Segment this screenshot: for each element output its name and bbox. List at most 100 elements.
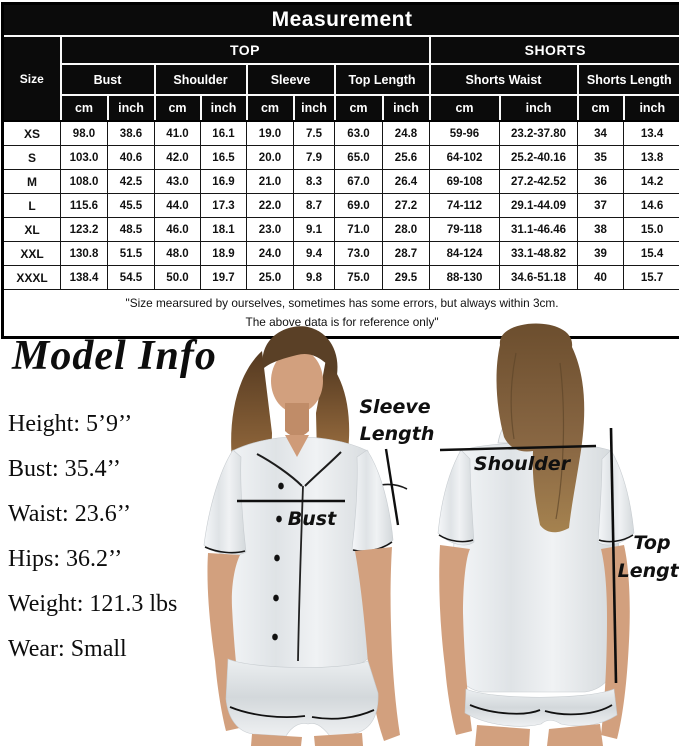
cell: 18.1 (200, 217, 247, 242)
cell: 43.0 (154, 169, 201, 194)
cell: 20.0 (246, 145, 294, 170)
cell: 19.7 (200, 265, 247, 290)
cell: 23.2-37.80 (499, 120, 578, 146)
back-shorts-piping-left (469, 704, 541, 715)
front-lapel-left-piping (256, 453, 303, 487)
front-neck-opening (285, 435, 309, 457)
model-photos: Sleeve Length Bust Shoulder Top Length (203, 323, 679, 746)
model-wear: Wear: Small (8, 636, 127, 662)
cell: 73.0 (334, 241, 383, 266)
sleeve-length-label-line2: Length (360, 423, 435, 445)
cell: 40.6 (107, 145, 155, 170)
cell: 15.4 (622, 241, 679, 266)
cell: 38.6 (107, 120, 155, 146)
table-row: XXXL 138.4 54.5 50.0 19.7 25.0 9.8 75.0 … (2, 265, 679, 290)
front-shorts-cuff-right-piping (311, 709, 375, 720)
cell: 44.0 (154, 193, 201, 218)
cell: 42.5 (107, 169, 155, 194)
cell: 9.8 (293, 265, 335, 290)
unit-cm: cm (245, 94, 295, 122)
back-sleeve-right (597, 449, 635, 546)
top-length-line (609, 427, 618, 684)
table-row: L 115.6 45.5 44.0 17.3 22.0 8.7 69.0 27.… (2, 193, 679, 218)
front-shorts-cuff-left-piping (229, 706, 306, 719)
cell: 36 (577, 169, 624, 194)
unit-cm: cm (576, 94, 625, 122)
cell: 15.7 (622, 265, 679, 290)
bust-label: Bust (288, 508, 337, 530)
model-waist: Waist: 23.6’’ (8, 501, 131, 527)
cell: 28.0 (382, 217, 430, 242)
header-shorts-length: Shorts Length (576, 63, 679, 96)
cell: 28.7 (382, 241, 430, 266)
cell: 84-124 (429, 241, 500, 266)
cell: 9.1 (293, 217, 335, 242)
cell: 64-102 (429, 145, 500, 170)
cell: 13.4 (622, 120, 679, 146)
row-size: XS (2, 120, 61, 146)
model-info-panel: Model Info Height: 5’9’’ Bust: 35.4’’ Wa… (8, 332, 243, 672)
row-size: S (2, 145, 61, 170)
cell: 23.0 (246, 217, 294, 242)
front-sleeve-left (203, 449, 247, 556)
front-shorts (225, 658, 379, 737)
front-lapel-right-piping (304, 451, 342, 487)
model-bust: Bust: 35.4’’ (8, 456, 121, 482)
back-arm-left (439, 545, 472, 735)
cell: 16.1 (200, 120, 247, 146)
cell: 16.9 (200, 169, 247, 194)
table-row: XXL 130.8 51.5 48.0 18.9 24.0 9.4 73.0 2… (2, 241, 679, 266)
annotation-layer: Sleeve Length Bust Shoulder Top Length (237, 396, 679, 684)
front-button (274, 554, 280, 562)
front-neck (285, 403, 309, 437)
back-leg-right (547, 724, 603, 746)
cell: 75.0 (334, 265, 383, 290)
row-size: M (2, 169, 61, 194)
cell: 108.0 (60, 169, 108, 194)
cell: 59-96 (429, 120, 500, 146)
front-button (278, 482, 284, 490)
cell: 98.0 (60, 120, 108, 146)
sleeve-length-label-line1: Sleeve (359, 396, 430, 418)
cell: 38 (577, 217, 624, 242)
cell: 35 (577, 145, 624, 170)
cell: 31.1-46.46 (499, 217, 578, 242)
cell: 18.9 (200, 241, 247, 266)
cell: 51.5 (107, 241, 155, 266)
cell: 25.6 (382, 145, 430, 170)
cell: 41.0 (154, 120, 201, 146)
cell: 8.7 (293, 193, 335, 218)
cell: 9.4 (293, 241, 335, 266)
cell: 7.9 (293, 145, 335, 170)
model-info-title: Model Info (12, 333, 217, 379)
back-shorts-piping-right (544, 704, 613, 716)
table-row: M 108.0 42.5 43.0 16.9 21.0 8.3 67.0 26.… (2, 169, 679, 194)
cell: 71.0 (334, 217, 383, 242)
table-row: XS 98.0 38.6 41.0 16.1 19.0 7.5 63.0 24.… (2, 120, 679, 146)
cell: 103.0 (60, 145, 108, 170)
cell: 29.5 (382, 265, 430, 290)
unit-inch: inch (199, 94, 248, 122)
row-size: XL (2, 217, 61, 242)
cell: 69-108 (429, 169, 500, 194)
cell: 17.3 (200, 193, 247, 218)
cell: 27.2-42.52 (499, 169, 578, 194)
unit-inch: inch (292, 94, 336, 122)
front-placket-piping (297, 485, 304, 662)
cell: 88-130 (429, 265, 500, 290)
cell: 33.1-48.82 (499, 241, 578, 266)
model-height: Height: 5’9’’ (8, 411, 133, 437)
model-weight: Weight: 121.3 lbs (8, 591, 178, 617)
model-back-figure (437, 323, 635, 746)
row-size: L (2, 193, 61, 218)
back-hair-strand (510, 352, 565, 520)
group-header-shorts: SHORTS (428, 35, 679, 65)
unit-cm: cm (59, 94, 109, 122)
table-row: S 103.0 40.6 42.0 16.5 20.0 7.9 65.0 25.… (2, 145, 679, 170)
cell: 26.4 (382, 169, 430, 194)
footnote-line-1: "Size mearsured by ourselves, sometimes … (125, 295, 559, 310)
cell: 24.0 (246, 241, 294, 266)
cell: 48.5 (107, 217, 155, 242)
shoulder-line (439, 444, 597, 452)
cell: 123.2 (60, 217, 108, 242)
